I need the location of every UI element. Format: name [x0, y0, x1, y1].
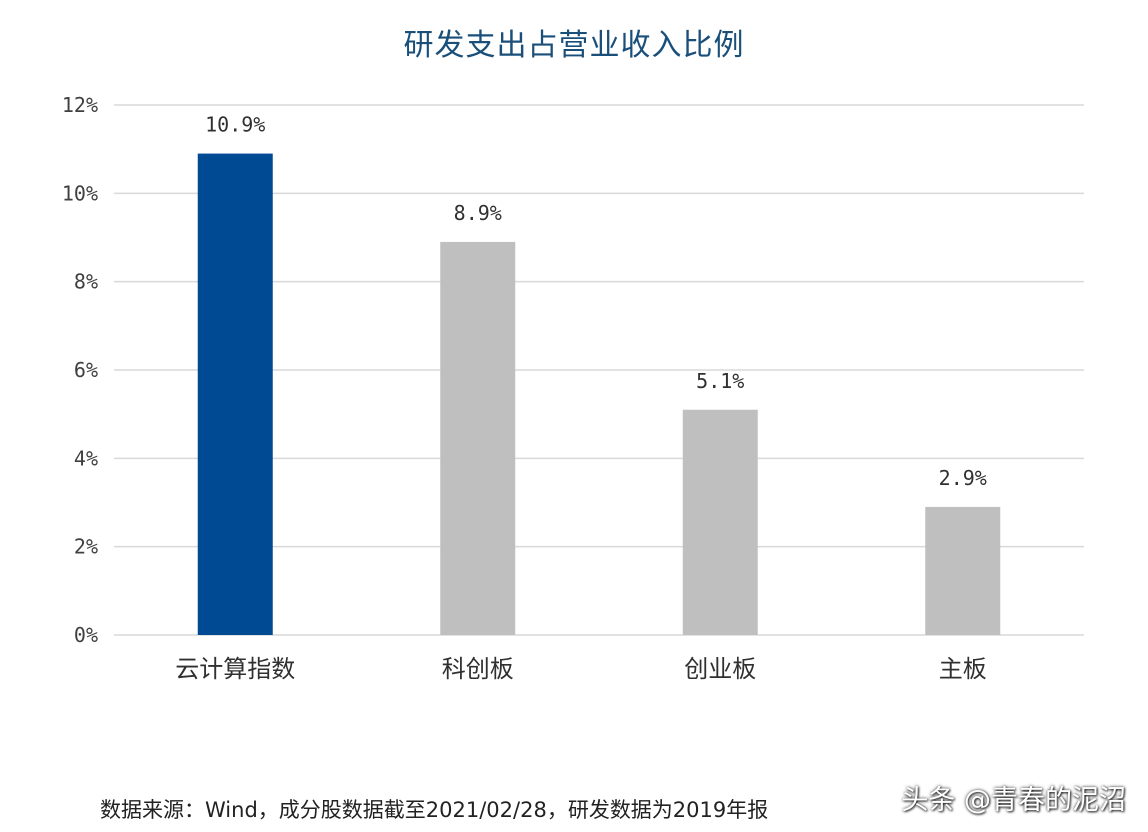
y-axis-ticks: 0% 2% 4% 6% 8% 10% 12%	[62, 93, 98, 647]
bar	[197, 153, 273, 636]
category-label: 科创板	[442, 655, 514, 683]
bar	[440, 241, 516, 635]
bar	[682, 409, 758, 635]
y-tick-label: 0%	[74, 623, 98, 647]
y-tick-label: 8%	[74, 270, 98, 294]
data-labels: 10.9% 8.9% 5.1% 2.9%	[205, 113, 987, 490]
data-label: 2.9%	[939, 466, 987, 490]
chart-title: 研发支出占营业收入比例	[403, 28, 745, 63]
category-label: 云计算指数	[175, 655, 295, 683]
y-tick-label: 2%	[74, 535, 98, 559]
bar-chart: 0% 2% 4% 6% 8% 10% 12% 10.9% 8.9% 5.1% 2.9% 云计算指数…	[62, 93, 1084, 683]
y-tick-label: 6%	[74, 358, 98, 382]
category-label: 主板	[939, 655, 987, 683]
y-tick-label: 4%	[74, 446, 98, 470]
x-axis-categories: 云计算指数 科创板 创业板 主板	[175, 655, 987, 683]
watermark: 头条 @青春的泥沼	[901, 785, 1126, 816]
data-label: 8.9%	[454, 201, 502, 225]
y-tick-label: 12%	[62, 93, 98, 117]
category-label: 创业板	[684, 655, 756, 683]
data-label: 5.1%	[696, 369, 744, 393]
y-tick-label: 10%	[62, 181, 98, 205]
data-label: 10.9%	[205, 113, 265, 137]
gridlines	[114, 104, 1084, 636]
source-note: 数据来源：Wind，成分股数据截至2021/02/28，研发数据为2019年报	[100, 798, 769, 822]
bar	[925, 506, 1001, 635]
bars	[197, 153, 1001, 636]
